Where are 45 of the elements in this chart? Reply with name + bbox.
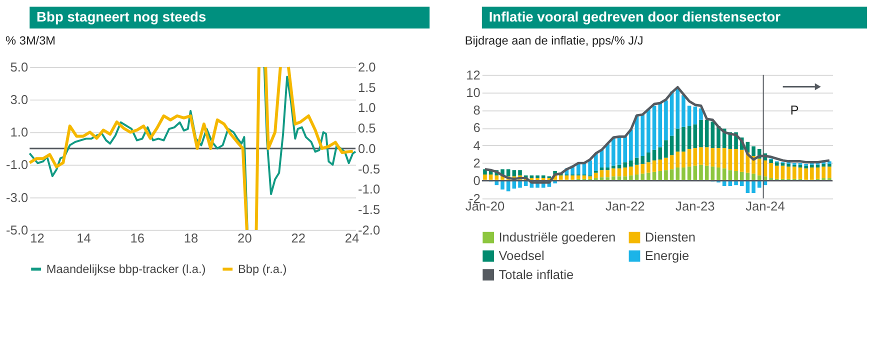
y-tick-label: 8: [473, 102, 480, 118]
x-tick-label: 14: [76, 230, 91, 246]
y-tick-label: 12: [466, 67, 480, 82]
y2-tick-label: 0.5: [358, 120, 376, 136]
x-tick-label: Jan-24: [746, 198, 785, 214]
y-tick-label: 0: [473, 173, 480, 188]
chart-subtitle: Bijdrage aan de inflatie, pps/% J/J: [464, 33, 644, 48]
y2-tick-label: -2.0: [358, 222, 380, 238]
y-tick-label: 10: [466, 84, 480, 100]
y2-tick-label: 0.0: [358, 140, 376, 156]
legend-label: Energie: [644, 248, 690, 264]
legend-label: Diensten: [644, 230, 696, 245]
y-tick-label: -5.0: [6, 222, 28, 238]
y2-tick-label: 1.5: [358, 80, 376, 95]
y2-tick-label: -1.5: [358, 202, 380, 218]
y-tick-label: 3.0: [10, 92, 28, 108]
x-tick-label: Jan-21: [535, 198, 575, 214]
chart-title: Inflatie vooral gedreven door dienstensector: [488, 8, 782, 25]
annotation: P: [790, 102, 799, 118]
y-tick-label: 6: [473, 120, 480, 136]
y2-tick-label: -0.5: [358, 161, 380, 176]
x-tick-label: 20: [238, 230, 252, 246]
y2-tick-label: 1.0: [358, 100, 376, 116]
y2-tick-label: -1.0: [358, 182, 380, 197]
chart-subtitle: % 3M/3M: [6, 33, 56, 48]
x-tick-label: 12: [30, 230, 44, 246]
y-tick-label: 2: [473, 156, 480, 170]
legend-label: Bbp (r.a.): [238, 262, 287, 276]
y2-tick-label: 2.0: [358, 59, 376, 74]
x-tick-label: 18: [184, 230, 198, 246]
x-tick-label: Jan-22: [605, 198, 645, 214]
legend-label: Voedsel: [498, 248, 544, 264]
y-tick-label: -3.0: [6, 190, 28, 205]
legend-label: Industriële goederen: [498, 230, 616, 245]
y-tick-label: 5.0: [10, 59, 28, 74]
y-tick-label: 4: [473, 138, 480, 153]
x-tick-label: Jan-23: [676, 198, 715, 214]
legend-label: Maandelijkse bbp-tracker (l.a.): [46, 262, 206, 276]
x-tick-label: 24: [344, 230, 360, 246]
x-tick-label: 16: [130, 230, 145, 246]
chart-title: Bbp stagneert nog steeds: [36, 8, 206, 25]
legend-label: Totale inflatie: [498, 266, 574, 282]
x-tick-label: 22: [291, 230, 306, 246]
y-tick-label: 1.0: [10, 124, 28, 140]
y-tick-label: -1.0: [6, 157, 28, 172]
